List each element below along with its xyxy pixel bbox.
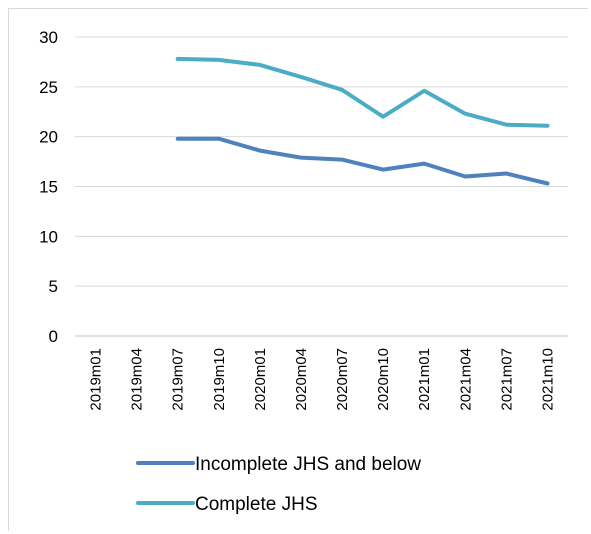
x-tick-label: 2019m04: [129, 348, 146, 411]
x-tick-label: 2020m01: [252, 348, 269, 411]
gridlines: [75, 36, 568, 337]
x-tick-label: 2021m10: [539, 348, 556, 411]
y-tick-label: 30: [39, 28, 58, 47]
legend-label: Complete JHS: [195, 494, 318, 515]
y-tick-label: 15: [39, 178, 58, 197]
series-line-complete-jhs: [175, 56, 550, 128]
chart-frame: [8, 8, 588, 531]
x-tick-label: 2021m07: [498, 348, 515, 411]
series-lines: [175, 56, 550, 186]
y-tick-label: 10: [39, 227, 58, 246]
legend-label: Incomplete JHS and below: [195, 454, 421, 475]
y-axis-ticks: 0 5 10 15 20 25 30: [39, 28, 58, 346]
y-tick-label: 5: [49, 277, 58, 296]
y-tick-label: 20: [39, 128, 58, 147]
x-tick-label: 2021m04: [457, 348, 474, 411]
x-tick-label: 2019m07: [170, 348, 187, 411]
y-tick-label: 0: [49, 327, 58, 346]
x-tick-label: 2019m01: [88, 348, 105, 411]
x-tick-label: 2019m10: [211, 348, 228, 411]
x-tick-label: 2021m01: [416, 348, 433, 411]
x-tick-label: 2020m04: [293, 348, 310, 411]
x-tick-label: 2020m10: [375, 348, 392, 411]
y-tick-label: 25: [39, 78, 58, 97]
x-axis-ticks: 2019m01 2019m04 2019m07 2019m10 2020m01 2020m…: [88, 348, 557, 411]
x-tick-label: 2020m07: [334, 348, 351, 411]
legend: Incomplete JHS and below Complete JHS: [136, 454, 421, 515]
series-line-incomplete-jhs: [175, 136, 550, 186]
